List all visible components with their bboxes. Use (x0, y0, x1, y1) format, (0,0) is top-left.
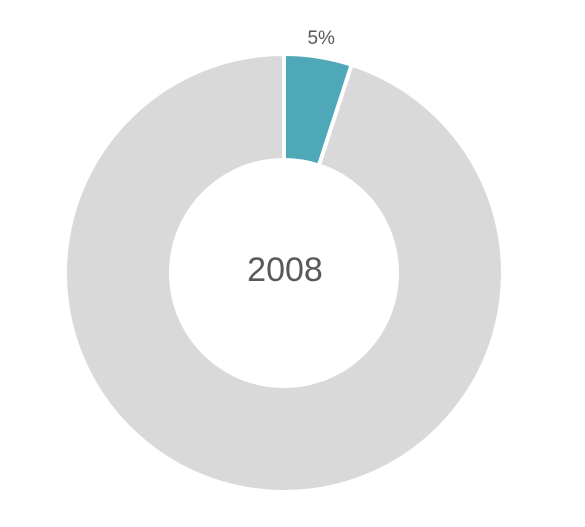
donut-slice-1 (63, 51, 505, 494)
donut-center-label: 2008 (247, 251, 323, 289)
donut-data-labels: 5% (307, 28, 335, 49)
donut-slice-label-0: 5% (307, 28, 335, 49)
donut-slices (63, 51, 505, 494)
